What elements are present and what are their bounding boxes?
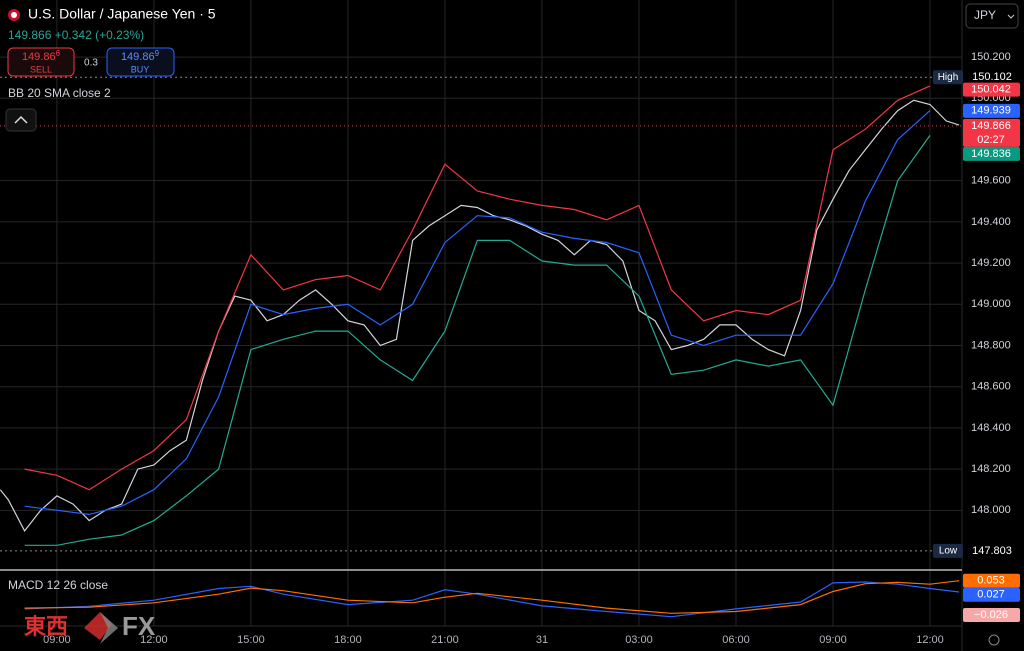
price-tag-label: 149.836 [971,148,1011,160]
price-tag-label: 149.866 [971,120,1011,132]
y-tick-label: 149.400 [971,216,1011,228]
sell-pip: 6 [56,49,61,58]
settings-icon[interactable] [988,634,1000,646]
sell-label: SELL [30,64,52,74]
x-tick-label: 21:00 [431,634,459,646]
currency-select[interactable] [965,3,1019,29]
x-tick-label: 18:00 [334,634,362,646]
y-tick-label: 148.000 [971,504,1011,516]
y-tick-label: 148.200 [971,463,1011,475]
high-badge-label: High [938,72,959,83]
price: 149.866 [8,28,52,42]
high-tag [964,70,1020,85]
x-tick-label: 31 [536,634,548,646]
price-tag-label: 149.939 [971,105,1011,117]
y-tick-label: 149.600 [971,175,1011,187]
low-badge [933,543,963,558]
plot [0,76,962,618]
high-badge [933,70,963,85]
price-tag [963,146,1020,161]
countdown: 02:27 [977,134,1005,146]
y-tick-label: 150.200 [971,51,1011,63]
sell-button[interactable] [7,47,75,77]
currency: JPY [974,8,996,22]
price-tag [963,103,1020,118]
spread: 0.3 [84,58,98,69]
low-tag-label: 147.803 [972,545,1012,557]
price-tag [963,118,1020,147]
price-line [0,99,960,533]
price-line [24,85,931,491]
dropdown-icon [1007,14,1015,19]
watermark-cjk: 東西 [24,614,68,639]
y-tick-label: 148.400 [971,422,1011,434]
watermark-logo-2 [100,612,118,644]
price-tags: High 150.102 Low 147.803 150.042 149.939 149.8… [933,70,1020,623]
low-tag [964,543,1020,558]
low-badge-label: Low [939,546,958,557]
macd-tag-label: −0.026 [974,609,1008,621]
buy-quote: 149.869 [121,49,160,63]
change: +0.342 (+0.23%) [55,28,144,42]
y-tick-label: 149.000 [971,298,1011,310]
price-tag-label: 150.042 [971,84,1011,96]
quote: 149.866 +0.342 (+0.23%) [8,28,144,42]
grid: 09:00 12:00 15:00 18:00 21:00 31 03:00 06:00 09:… [0,0,1011,646]
collapse-button[interactable] [5,108,37,132]
x-tick-label: 09:00 [43,634,71,646]
macd-tag [963,573,1020,588]
x-tick-label: 12:00 [140,634,168,646]
high-tag-label: 150.102 [972,71,1012,83]
sell-quote: 149.866 [22,49,61,63]
macd-label: MACD 12 26 close [8,578,108,592]
x-tick-label: 09:00 [819,634,847,646]
symbol-title: U.S. Dollar / Japanese Yen · 5 [28,6,216,22]
buy-price: 149.86 [121,51,155,63]
price-tag [963,82,1020,97]
x-tick-label: 15:00 [237,634,265,646]
x-tick-label: 03:00 [625,634,653,646]
macd-tag-label: 0.053 [977,575,1005,587]
indicator-label: BB 20 SMA close 2 [8,86,111,100]
y-tick-label: 148.600 [971,381,1011,393]
y-tick-label: 148.800 [971,339,1011,351]
watermark-fx: FX [122,611,156,641]
x-tick-label: 12:00 [916,634,944,646]
price-line [24,110,931,516]
macd-line [24,581,960,618]
flag-icon-inner [11,12,17,18]
chevron-icon [14,115,28,124]
x-tick-label: 06:00 [722,634,750,646]
buy-label: BUY [131,64,150,74]
buy-pip: 9 [155,49,160,58]
price-line [24,135,931,546]
buy-button[interactable] [106,47,175,77]
macd-tag [963,587,1020,602]
macd-tag [963,608,1020,623]
y-tick-label: 149.200 [971,257,1011,269]
sell-price: 149.86 [22,51,56,63]
macd-line [24,580,960,614]
macd-tag-label: 0.027 [977,589,1005,601]
